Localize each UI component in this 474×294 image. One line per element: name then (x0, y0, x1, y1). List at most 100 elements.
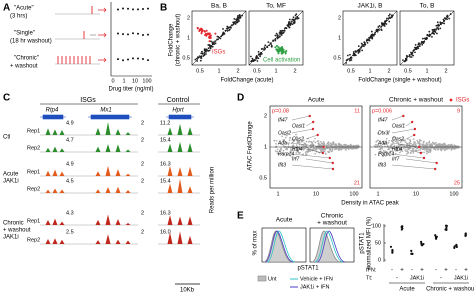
gene-point (199, 59, 202, 62)
peak-point (398, 145, 400, 147)
y-axis-label: (chronic + washout) (176, 14, 182, 67)
peak-point (391, 147, 393, 150)
gene-point (219, 37, 222, 40)
peak-point (420, 147, 422, 149)
peak-point (377, 139, 379, 142)
gene-point (226, 25, 229, 28)
group-label: Chronic + washout (426, 287, 474, 293)
gene-point (345, 59, 348, 62)
peak-point (376, 144, 378, 147)
peak-point (352, 144, 355, 147)
titer-point (127, 33, 129, 36)
gene-point (415, 48, 418, 51)
coverage-peak (167, 232, 173, 244)
gene-point (418, 45, 421, 48)
coverage-peak (125, 240, 131, 244)
x-axis-label: Drug titer (ng/ml) (108, 87, 153, 93)
plot-title: JAK1i, B (358, 3, 383, 10)
peak-point (380, 144, 382, 147)
gene-point (405, 59, 408, 61)
gene-point (410, 52, 413, 55)
gene-name: Dtx3l (378, 130, 390, 136)
mfi-point (400, 225, 403, 229)
peak-point (320, 142, 323, 144)
gene-point (369, 36, 372, 39)
gene-point (389, 17, 392, 19)
peak-point (439, 147, 442, 150)
peak-point (316, 140, 319, 143)
gene-point (283, 29, 286, 32)
coverage-peak (115, 169, 121, 176)
frame (191, 10, 247, 66)
frame (399, 10, 455, 66)
gene-point (250, 55, 252, 58)
hist-jak1i (316, 230, 346, 263)
mfi-point (420, 240, 423, 243)
gene-point (421, 43, 424, 46)
y-axis-label: pSTAT1 (360, 232, 366, 254)
y-axis-label: FoldChange (169, 23, 175, 56)
leader (305, 134, 318, 140)
mfi-point (445, 226, 448, 230)
panel-label: E (237, 211, 244, 222)
peak-point (284, 136, 287, 139)
gene-point (293, 20, 296, 23)
gene-point (255, 57, 258, 60)
titer-point (127, 7, 129, 10)
peak-point (273, 140, 276, 142)
panel-label: B (160, 3, 167, 14)
peak-point (295, 136, 298, 138)
gene-point (214, 40, 217, 43)
peak-point (301, 153, 304, 156)
coverage-peak (115, 239, 121, 244)
coverage-peak (187, 166, 193, 176)
peak-point (383, 154, 386, 157)
peak-point (335, 145, 338, 148)
peak-point (332, 141, 335, 143)
leader (391, 128, 415, 134)
coverage-peak (167, 143, 173, 152)
peak-point (338, 143, 341, 145)
gene-point (383, 24, 386, 27)
annotation: ISGs (212, 50, 225, 56)
x-tick-label: 2 (387, 68, 390, 74)
peak-point (435, 143, 438, 146)
gene-point (356, 50, 359, 52)
gene-point (293, 21, 296, 24)
gene-point (222, 32, 225, 35)
gene-point (446, 18, 448, 21)
peak-point (280, 147, 282, 150)
gene-point (267, 41, 270, 44)
x-axis-label: FoldChange (single + washout) (358, 78, 441, 84)
gene-point (269, 42, 272, 45)
gene-point (217, 35, 220, 38)
coverage-peak (187, 235, 193, 244)
peak-point (440, 149, 442, 152)
column-header: ISGs (80, 97, 96, 104)
replicate-name: Rep1 (27, 169, 40, 175)
peak-point (281, 152, 283, 155)
gene-point (259, 55, 262, 58)
peak-point (412, 148, 414, 150)
x-tick-label: 1 (274, 68, 277, 74)
coverage-peak (115, 186, 121, 193)
gene-point (196, 60, 199, 62)
x-tick-label: 1 (368, 68, 371, 74)
gene-point (257, 50, 260, 53)
peak-point (304, 145, 306, 147)
panel-label: C (3, 93, 10, 104)
gene-point (352, 51, 355, 53)
coverage-peak (125, 149, 131, 152)
peak-point (275, 145, 278, 148)
gene-point (358, 49, 361, 52)
mfi-point (422, 242, 425, 246)
leader (405, 134, 415, 140)
gene-point (413, 46, 416, 49)
peak-point (276, 150, 278, 153)
y-axis-label: normalized MFI (%) (367, 217, 373, 269)
isg-point (208, 37, 211, 40)
coverage-peak (105, 122, 111, 135)
peak-point (322, 148, 325, 151)
gene-name: Parp14 (378, 151, 394, 157)
coverage-peak (167, 127, 173, 135)
